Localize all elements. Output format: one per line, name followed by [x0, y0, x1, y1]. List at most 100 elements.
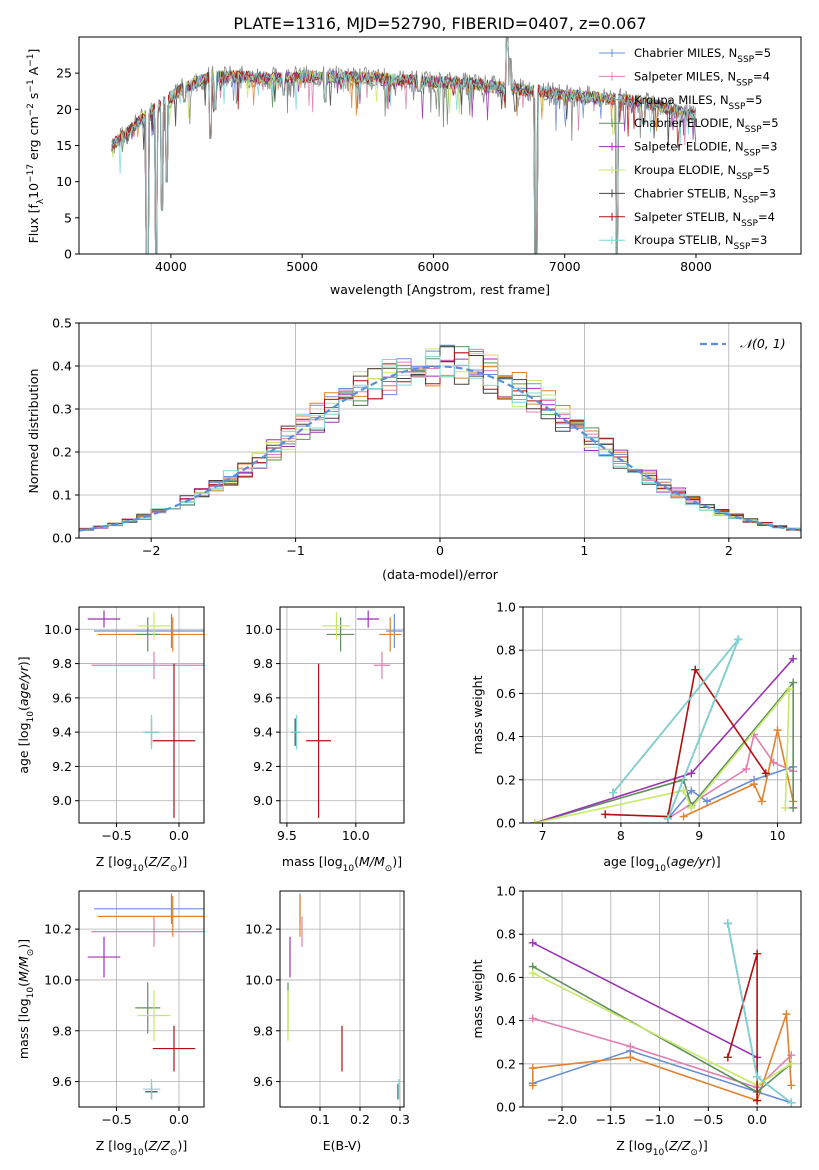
legend-label-part: SSP — [736, 78, 753, 88]
x-axis-label: Z [log10(Z/Z⊙)] — [96, 854, 187, 874]
x-tick-label: 10.0 — [342, 828, 370, 843]
weight-point-marker — [687, 786, 696, 795]
x-tick-label: 7 — [539, 828, 547, 843]
x-axis-label-part: wavelength [Angstrom, rest frame] — [330, 282, 550, 297]
spectrum-model-line — [111, 37, 696, 254]
x-tick-label: −2.0 — [547, 1112, 577, 1127]
weight-point-marker — [753, 1096, 762, 1105]
plot-area — [87, 610, 204, 818]
x-tick-label: −2 — [142, 543, 160, 558]
x-tick-label: 0.0 — [169, 1112, 189, 1127]
axes-frame — [78, 890, 205, 1108]
weight-point-marker — [787, 1098, 796, 1107]
weight-point-marker — [609, 788, 618, 797]
y-tick-label: 10.2 — [245, 922, 273, 937]
legend-label: Kroupa MILES, NSSP=5 — [634, 93, 762, 112]
x-axis-label-part: ( — [354, 854, 359, 869]
y-tick-label: 0.2 — [52, 445, 72, 460]
x-axis-label-part: 10 — [653, 1148, 665, 1158]
y-tick-label: 9.2 — [52, 759, 72, 774]
panel-mass-vs-EBV: 0.1 0.2 0.3 9.6 9.8 10.0 10.2 E(B-V) — [245, 890, 410, 1153]
y-tick-label: 10.0 — [44, 972, 72, 987]
legend-label: Kroupa STELIB, NSSP=3 — [634, 233, 767, 252]
y-tick-label: 0.3 — [52, 402, 72, 417]
x-axis-label-part: ⊙ — [170, 1148, 178, 1158]
y-tick-label: 0.2 — [496, 1056, 516, 1071]
legend-label: Salpeter ELODIE, NSSP=3 — [634, 140, 777, 159]
legend-label-part: =3 — [759, 186, 776, 200]
weight-point-marker — [528, 1081, 537, 1090]
y-tick-label: 0.6 — [496, 970, 516, 985]
x-axis-label-part: )] — [177, 1138, 187, 1153]
x-axis-label: Z [log10(Z/Z⊙)] — [96, 1138, 187, 1158]
y-tick-label: 0.0 — [496, 816, 516, 831]
x-axis-label-part: )] — [392, 854, 402, 869]
y-tick-label: 10.0 — [245, 622, 273, 637]
weight-point-marker — [789, 803, 798, 812]
legend-label-part: =5 — [754, 46, 771, 60]
y-tick-label: 9.6 — [52, 690, 72, 705]
spectrum-model-line — [111, 37, 696, 254]
legend-label: Chabrier ELODIE, NSSP=5 — [634, 116, 779, 135]
y-axis-label: mass [log10(M/M⊙)] — [16, 939, 36, 1059]
y-tick-label: 5 — [64, 210, 72, 225]
y-axis-label-part: −2 — [26, 103, 36, 116]
y-tick-label: 9.4 — [253, 725, 273, 740]
y-tick-label: 9.4 — [52, 725, 72, 740]
y-axis-label-part: A — [26, 66, 41, 79]
panel-spectrum: 4000 5000 6000 7000 8000 0 5 10 15 20 25 wavelength… — [26, 36, 802, 297]
axes-frame — [279, 890, 405, 1108]
x-axis-label-part: 10 — [132, 1148, 144, 1158]
legend-label-part: SSP — [736, 172, 753, 182]
y-tick-label: 0.8 — [496, 643, 516, 658]
plot-area — [528, 919, 796, 1107]
x-tick-label: 0.0 — [747, 1112, 767, 1127]
legend-label-part: SSP — [734, 242, 751, 252]
x-tick-label: 8000 — [680, 259, 712, 274]
y-tick-label: 9.8 — [253, 1023, 273, 1038]
weight-point-marker — [753, 949, 762, 958]
legend-label-part: Kroupa MILES, N — [634, 93, 729, 107]
panel-age-vs-mass: 9.5 10.0 9.0 9.2 9.4 9.6 9.8 10.0 mass [log10(M/… — [245, 606, 405, 874]
weight-series-line — [532, 1049, 792, 1104]
y-tick-label: 9.8 — [52, 1023, 72, 1038]
weight-point-marker — [787, 1081, 796, 1090]
weight-point-marker — [757, 797, 766, 806]
weight-point-marker — [626, 1053, 635, 1062]
y-tick-label: 10.0 — [44, 622, 72, 637]
x-axis-label-part: M/M — [359, 854, 385, 869]
legend-label-part: Chabrier ELODIE, N — [634, 116, 745, 130]
legend-label-part: Chabrier MILES, N — [634, 46, 737, 60]
legend-label-part: =5 — [753, 163, 770, 177]
spectrum-model-line — [111, 37, 696, 254]
legend-label: 𝒩(0, 1) — [740, 336, 786, 351]
panels: 4000 5000 6000 7000 80000510152025wavelength… — [16, 36, 802, 1158]
y-axis-label-part: s — [26, 93, 41, 104]
weight-point-marker — [773, 726, 782, 735]
x-axis-label: (data-model)/error — [382, 567, 499, 582]
plot-area — [291, 610, 403, 818]
x-axis-label-part: ⊙ — [690, 1148, 698, 1158]
legend-label-part: Kroupa STELIB, N — [634, 233, 734, 247]
axes-frame — [78, 606, 205, 824]
legend-label-part: =5 — [762, 116, 779, 130]
y-tick-label: 9.8 — [52, 656, 72, 671]
y-tick-label: 0.0 — [52, 531, 72, 546]
y-axis-label-part: ( — [16, 982, 31, 987]
plot-area — [79, 344, 801, 532]
x-axis-label-part: ⊙ — [385, 864, 393, 874]
x-axis-label: E(B-V) — [323, 1138, 362, 1153]
x-axis-label-part: ( — [144, 1138, 149, 1153]
x-axis-label: mass [log10(M/M⊙)] — [282, 854, 402, 874]
weight-point-marker — [679, 786, 688, 795]
y-axis-label: Normed distribution — [26, 369, 41, 494]
panel-age-vs-Z: −0.5 0.09.09.29.49.69.810.0Z [log10(Z/Z⊙)… — [16, 606, 205, 874]
y-axis-label-part: M/M — [16, 956, 31, 982]
legend-label-part: SSP — [742, 195, 759, 205]
x-tick-label: −0.5 — [693, 1112, 723, 1127]
legend-label-part: SSP — [744, 149, 761, 159]
y-tick-label: 0.8 — [496, 927, 516, 942]
y-axis-label-part: ⊙ — [26, 949, 36, 957]
x-axis-label-part: Z/Z — [668, 1138, 691, 1153]
weight-point-marker — [734, 635, 743, 644]
